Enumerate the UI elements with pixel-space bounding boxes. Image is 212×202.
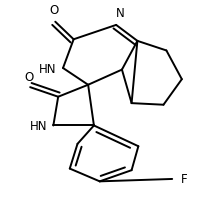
Text: N: N (116, 7, 124, 20)
Text: O: O (25, 71, 34, 84)
Text: O: O (50, 4, 59, 17)
Text: HN: HN (39, 62, 57, 75)
Text: HN: HN (30, 119, 47, 132)
Text: F: F (181, 173, 188, 186)
